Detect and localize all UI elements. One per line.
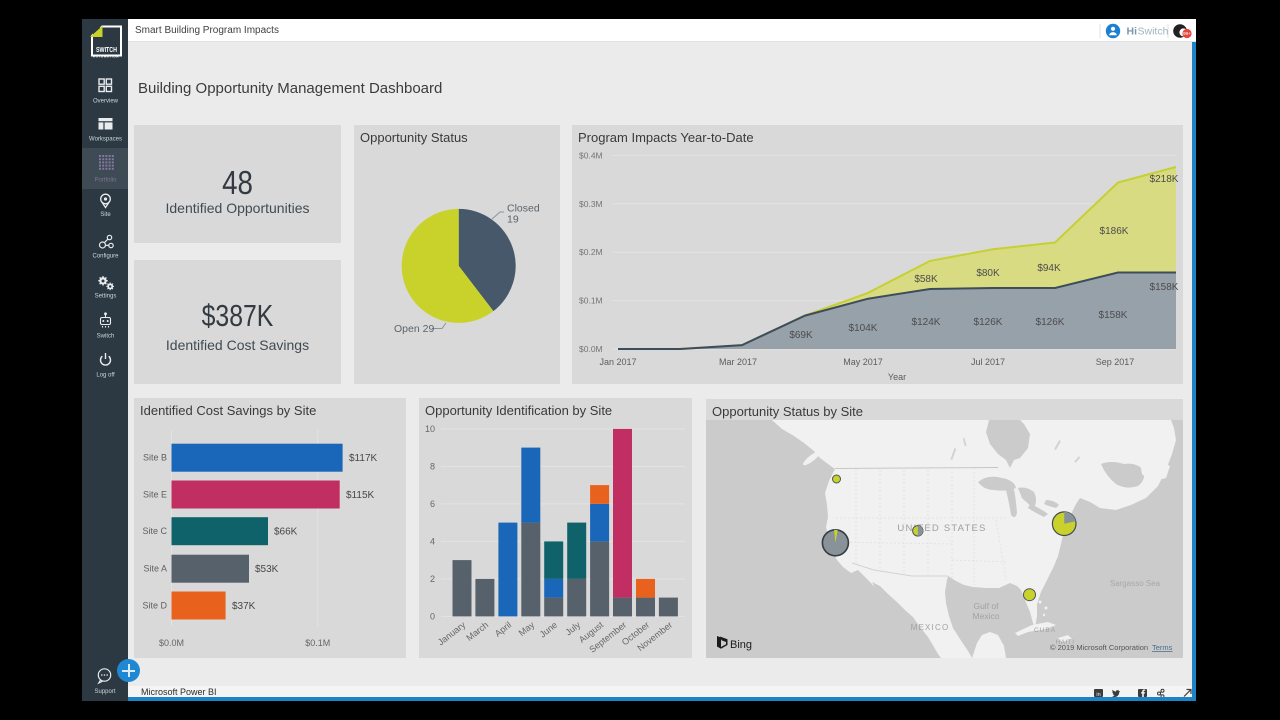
svg-text:Switch: Switch bbox=[1138, 26, 1169, 38]
svg-text:$58K: $58K bbox=[914, 274, 938, 285]
svg-text:Site: Site bbox=[100, 212, 111, 218]
svg-text:January: January bbox=[436, 619, 468, 647]
svg-text:$126K: $126K bbox=[974, 317, 1003, 328]
svg-text:$115K: $115K bbox=[346, 490, 375, 501]
svg-text:$218K: $218K bbox=[1150, 174, 1179, 185]
svg-text:Sep 2017: Sep 2017 bbox=[1096, 357, 1135, 367]
svg-text:$124K: $124K bbox=[912, 317, 941, 328]
svg-text:Terms: Terms bbox=[1152, 643, 1173, 652]
svg-text:Portfolio: Portfolio bbox=[94, 178, 117, 184]
svg-text:Overview: Overview bbox=[93, 99, 119, 105]
svg-text:99+: 99+ bbox=[1183, 31, 1191, 36]
svg-text:$117K: $117K bbox=[349, 453, 378, 464]
svg-text:0: 0 bbox=[430, 611, 435, 621]
svg-text:Jan 2017: Jan 2017 bbox=[599, 357, 636, 367]
svg-text:MEXICO: MEXICO bbox=[911, 623, 950, 632]
svg-text:$158K: $158K bbox=[1150, 282, 1179, 293]
svg-text:Site C: Site C bbox=[142, 526, 167, 536]
svg-text:June: June bbox=[538, 620, 560, 640]
svg-text:HAITI: HAITI bbox=[1055, 639, 1074, 646]
svg-text:Support: Support bbox=[94, 689, 115, 695]
svg-text:2: 2 bbox=[430, 574, 435, 584]
svg-text:Year: Year bbox=[888, 372, 906, 382]
svg-text:Closed: Closed bbox=[507, 203, 540, 215]
svg-text:in: in bbox=[1096, 692, 1100, 698]
svg-text:Settings: Settings bbox=[95, 294, 117, 300]
svg-text:8: 8 bbox=[430, 461, 435, 471]
svg-text:$53K: $53K bbox=[255, 564, 279, 575]
svg-text:May 2017: May 2017 bbox=[843, 357, 883, 367]
svg-text:$0.1M: $0.1M bbox=[305, 638, 330, 648]
svg-text:Hi: Hi bbox=[1127, 26, 1138, 38]
svg-text:4: 4 bbox=[430, 536, 435, 546]
svg-text:Sargasso Sea: Sargasso Sea bbox=[1110, 579, 1161, 588]
svg-text:April: April bbox=[493, 620, 513, 639]
svg-text:SWITCH: SWITCH bbox=[96, 45, 117, 54]
svg-text:$69K: $69K bbox=[789, 330, 813, 341]
svg-text:Log off: Log off bbox=[96, 373, 115, 379]
svg-text:Mar 2017: Mar 2017 bbox=[719, 357, 757, 367]
svg-text:$94K: $94K bbox=[1037, 263, 1061, 274]
svg-text:Site B: Site B bbox=[143, 453, 167, 463]
svg-text:CUBA: CUBA bbox=[1034, 627, 1056, 634]
svg-text:$104K: $104K bbox=[849, 323, 878, 334]
svg-text:6: 6 bbox=[430, 499, 435, 509]
svg-text:10: 10 bbox=[425, 424, 435, 434]
svg-text:$158K: $158K bbox=[1099, 310, 1128, 321]
svg-text:March: March bbox=[464, 620, 490, 643]
svg-text:$0.3M: $0.3M bbox=[579, 199, 603, 209]
svg-text:$37K: $37K bbox=[232, 601, 256, 612]
svg-text:Gulf of: Gulf of bbox=[973, 601, 999, 611]
svg-text:$0.2M: $0.2M bbox=[579, 247, 603, 257]
svg-text:Mexico: Mexico bbox=[973, 611, 1000, 621]
svg-text:Switch: Switch bbox=[97, 334, 115, 340]
svg-text:© 2019 Microsoft Corporation: © 2019 Microsoft Corporation bbox=[1050, 643, 1148, 652]
svg-text:Bing: Bing bbox=[730, 639, 752, 651]
svg-text:$0.1M: $0.1M bbox=[579, 296, 603, 306]
svg-text:Site E: Site E bbox=[143, 490, 167, 500]
svg-text:$80K: $80K bbox=[976, 268, 1000, 279]
svg-text:$0.0M: $0.0M bbox=[579, 344, 603, 354]
svg-text:$66K: $66K bbox=[274, 527, 298, 538]
svg-text:19: 19 bbox=[507, 214, 519, 226]
svg-text:Site A: Site A bbox=[143, 564, 167, 574]
svg-text:AUTOMATION: AUTOMATION bbox=[93, 55, 119, 59]
svg-text:Open 29: Open 29 bbox=[394, 323, 434, 335]
svg-text:Jul 2017: Jul 2017 bbox=[971, 357, 1005, 367]
svg-text:Configure: Configure bbox=[92, 254, 119, 260]
svg-text:$186K: $186K bbox=[1100, 226, 1129, 237]
svg-text:$0.4M: $0.4M bbox=[579, 150, 603, 160]
svg-text:$0.0M: $0.0M bbox=[159, 638, 184, 648]
svg-text:Site D: Site D bbox=[142, 601, 167, 611]
svg-text:Workspaces: Workspaces bbox=[89, 137, 122, 143]
svg-text:May: May bbox=[517, 619, 537, 638]
svg-text:$126K: $126K bbox=[1036, 317, 1065, 328]
svg-text:UNITED STATES: UNITED STATES bbox=[897, 523, 986, 534]
